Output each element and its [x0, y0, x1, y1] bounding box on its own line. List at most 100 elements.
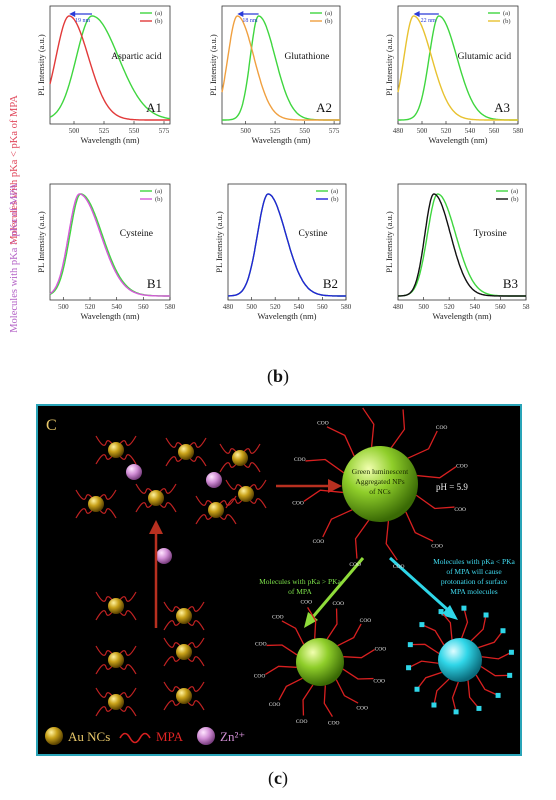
au-sphere	[176, 688, 192, 704]
au-nanocluster	[163, 637, 205, 667]
mpa-ligand	[433, 678, 450, 706]
nanoparticle-sphere	[342, 446, 418, 522]
arrow-up	[149, 520, 163, 628]
legend-entry: (a)	[155, 10, 162, 17]
au-nanocluster	[135, 483, 177, 513]
shift-arrow-head	[413, 11, 420, 17]
series-line-b	[49, 193, 170, 297]
protonated-end	[431, 702, 437, 708]
mpa-ligand	[467, 680, 480, 709]
panel-id: A1	[146, 100, 162, 115]
mpa-ligand	[265, 665, 297, 675]
chart-B3: 480 500 520 540 560 58 Wavelength (nm) PL Inten…	[384, 183, 530, 321]
au-sphere	[108, 442, 124, 458]
legend-entry: (a)	[155, 188, 162, 195]
shift-label: 19 nm	[75, 18, 91, 24]
x-tick-label: 540	[111, 303, 122, 311]
mpa-ligand	[323, 685, 333, 717]
caption-b-letter: b	[272, 366, 283, 386]
pl-spectra-grid: 500 525 550 575 Wavelength (nm) PL Intensity …	[36, 5, 530, 321]
series-line-a	[49, 15, 171, 120]
chart-A3: 480 500 520 540 560 580 Wavelength (nm) PL Inte…	[384, 5, 524, 145]
coo-label: COO	[349, 562, 361, 568]
mpa-ligand	[266, 644, 298, 656]
au-sphere	[148, 490, 164, 506]
right-path-text-3: protonation of surface	[441, 577, 508, 586]
mpa-ligand	[362, 407, 375, 448]
x-tick-label: 525	[270, 127, 281, 135]
au-nanocluster	[95, 435, 137, 465]
zn-ion	[206, 472, 222, 488]
caption-c: (c)	[268, 768, 288, 788]
mpa-ligand	[322, 509, 353, 538]
mpa-ligand	[302, 684, 314, 716]
chart-A1: 500 525 550 575 Wavelength (nm) PL Intensity …	[36, 5, 171, 145]
mpa-ligand	[440, 611, 453, 640]
mpa-ligand	[408, 660, 439, 669]
row-label-a: Molecules with pKa < pKa of MPA	[9, 95, 20, 245]
mpa-ligand	[451, 681, 459, 713]
x-tick-label: 500	[246, 303, 257, 311]
au-nanocluster	[95, 591, 137, 621]
coo-label: COO	[294, 457, 306, 463]
mpa-ligand	[475, 674, 499, 696]
protonated-end	[414, 686, 420, 692]
coo-label: COO	[393, 564, 405, 570]
mpa-ligand	[385, 520, 398, 561]
x-tick-label: 540	[465, 127, 476, 135]
mpa-ligand	[343, 649, 375, 659]
shift-label: 18 nm	[242, 18, 258, 24]
x-tick-label: 480	[393, 127, 404, 135]
coo-label: COO	[300, 600, 312, 606]
coo-label: COO	[328, 720, 340, 726]
coo-label: COO	[292, 501, 304, 507]
legend-au-icon	[45, 727, 63, 745]
plot-frame	[221, 5, 341, 125]
left-path-text-1: Molecules with pKa > PKa	[259, 577, 341, 586]
mpa-ligand	[303, 489, 344, 502]
legend-entry: (b)	[155, 196, 163, 203]
mechanism-diagram-panel: C COO COO COO COO COO COO COO COO COO COO COO COO G…	[36, 404, 522, 756]
coo-label: COO	[333, 601, 345, 607]
series-line-b	[228, 193, 346, 297]
plot-frame	[397, 183, 527, 301]
mpa-ligand	[461, 607, 469, 639]
y-axis-label: PL Intensity (a.u.)	[36, 34, 46, 96]
mpa-ligand	[407, 430, 438, 459]
x-tick-label: 540	[294, 303, 305, 311]
panel-id: A3	[494, 100, 510, 115]
coo-label: COO	[431, 544, 443, 550]
x-tick-label: 525	[99, 127, 110, 135]
aggregate-text-2: Aggregated NPs	[355, 477, 404, 486]
coo-label: COO	[454, 507, 466, 513]
protonated-end	[453, 709, 459, 715]
legend-entry: (a)	[511, 188, 518, 195]
legend-entry: (b)	[331, 196, 339, 203]
au-nanocluster	[195, 495, 237, 525]
x-tick-label: 520	[270, 303, 281, 311]
molecule-name: Tyrosine	[474, 229, 507, 239]
x-tick-label: 500	[418, 303, 429, 311]
mpa-ligand	[337, 623, 362, 647]
protonated-end	[407, 642, 413, 648]
panel-id: A2	[316, 100, 332, 115]
x-axis-label: Wavelength (nm)	[428, 135, 487, 145]
x-tick-label: 575	[329, 127, 340, 135]
series-line-b	[398, 193, 526, 297]
nanoparticle-sphere	[438, 638, 482, 682]
coo-label: COO	[373, 678, 385, 684]
x-tick-label: 500	[58, 303, 69, 311]
au-sphere	[208, 502, 224, 518]
protonated-end	[507, 672, 513, 678]
panel-c-label: C	[46, 417, 57, 434]
coo-label: COO	[272, 615, 284, 621]
au-nanocluster	[165, 437, 207, 467]
right-path-text-4: MPA molecules	[450, 587, 498, 596]
panel-id: B1	[147, 276, 162, 291]
coo-label: COO	[356, 705, 368, 711]
x-tick-label: 560	[317, 303, 328, 311]
au-nanocluster	[95, 687, 137, 717]
coo-label: COO	[269, 702, 281, 708]
molecule-name: Cysteine	[120, 229, 153, 239]
